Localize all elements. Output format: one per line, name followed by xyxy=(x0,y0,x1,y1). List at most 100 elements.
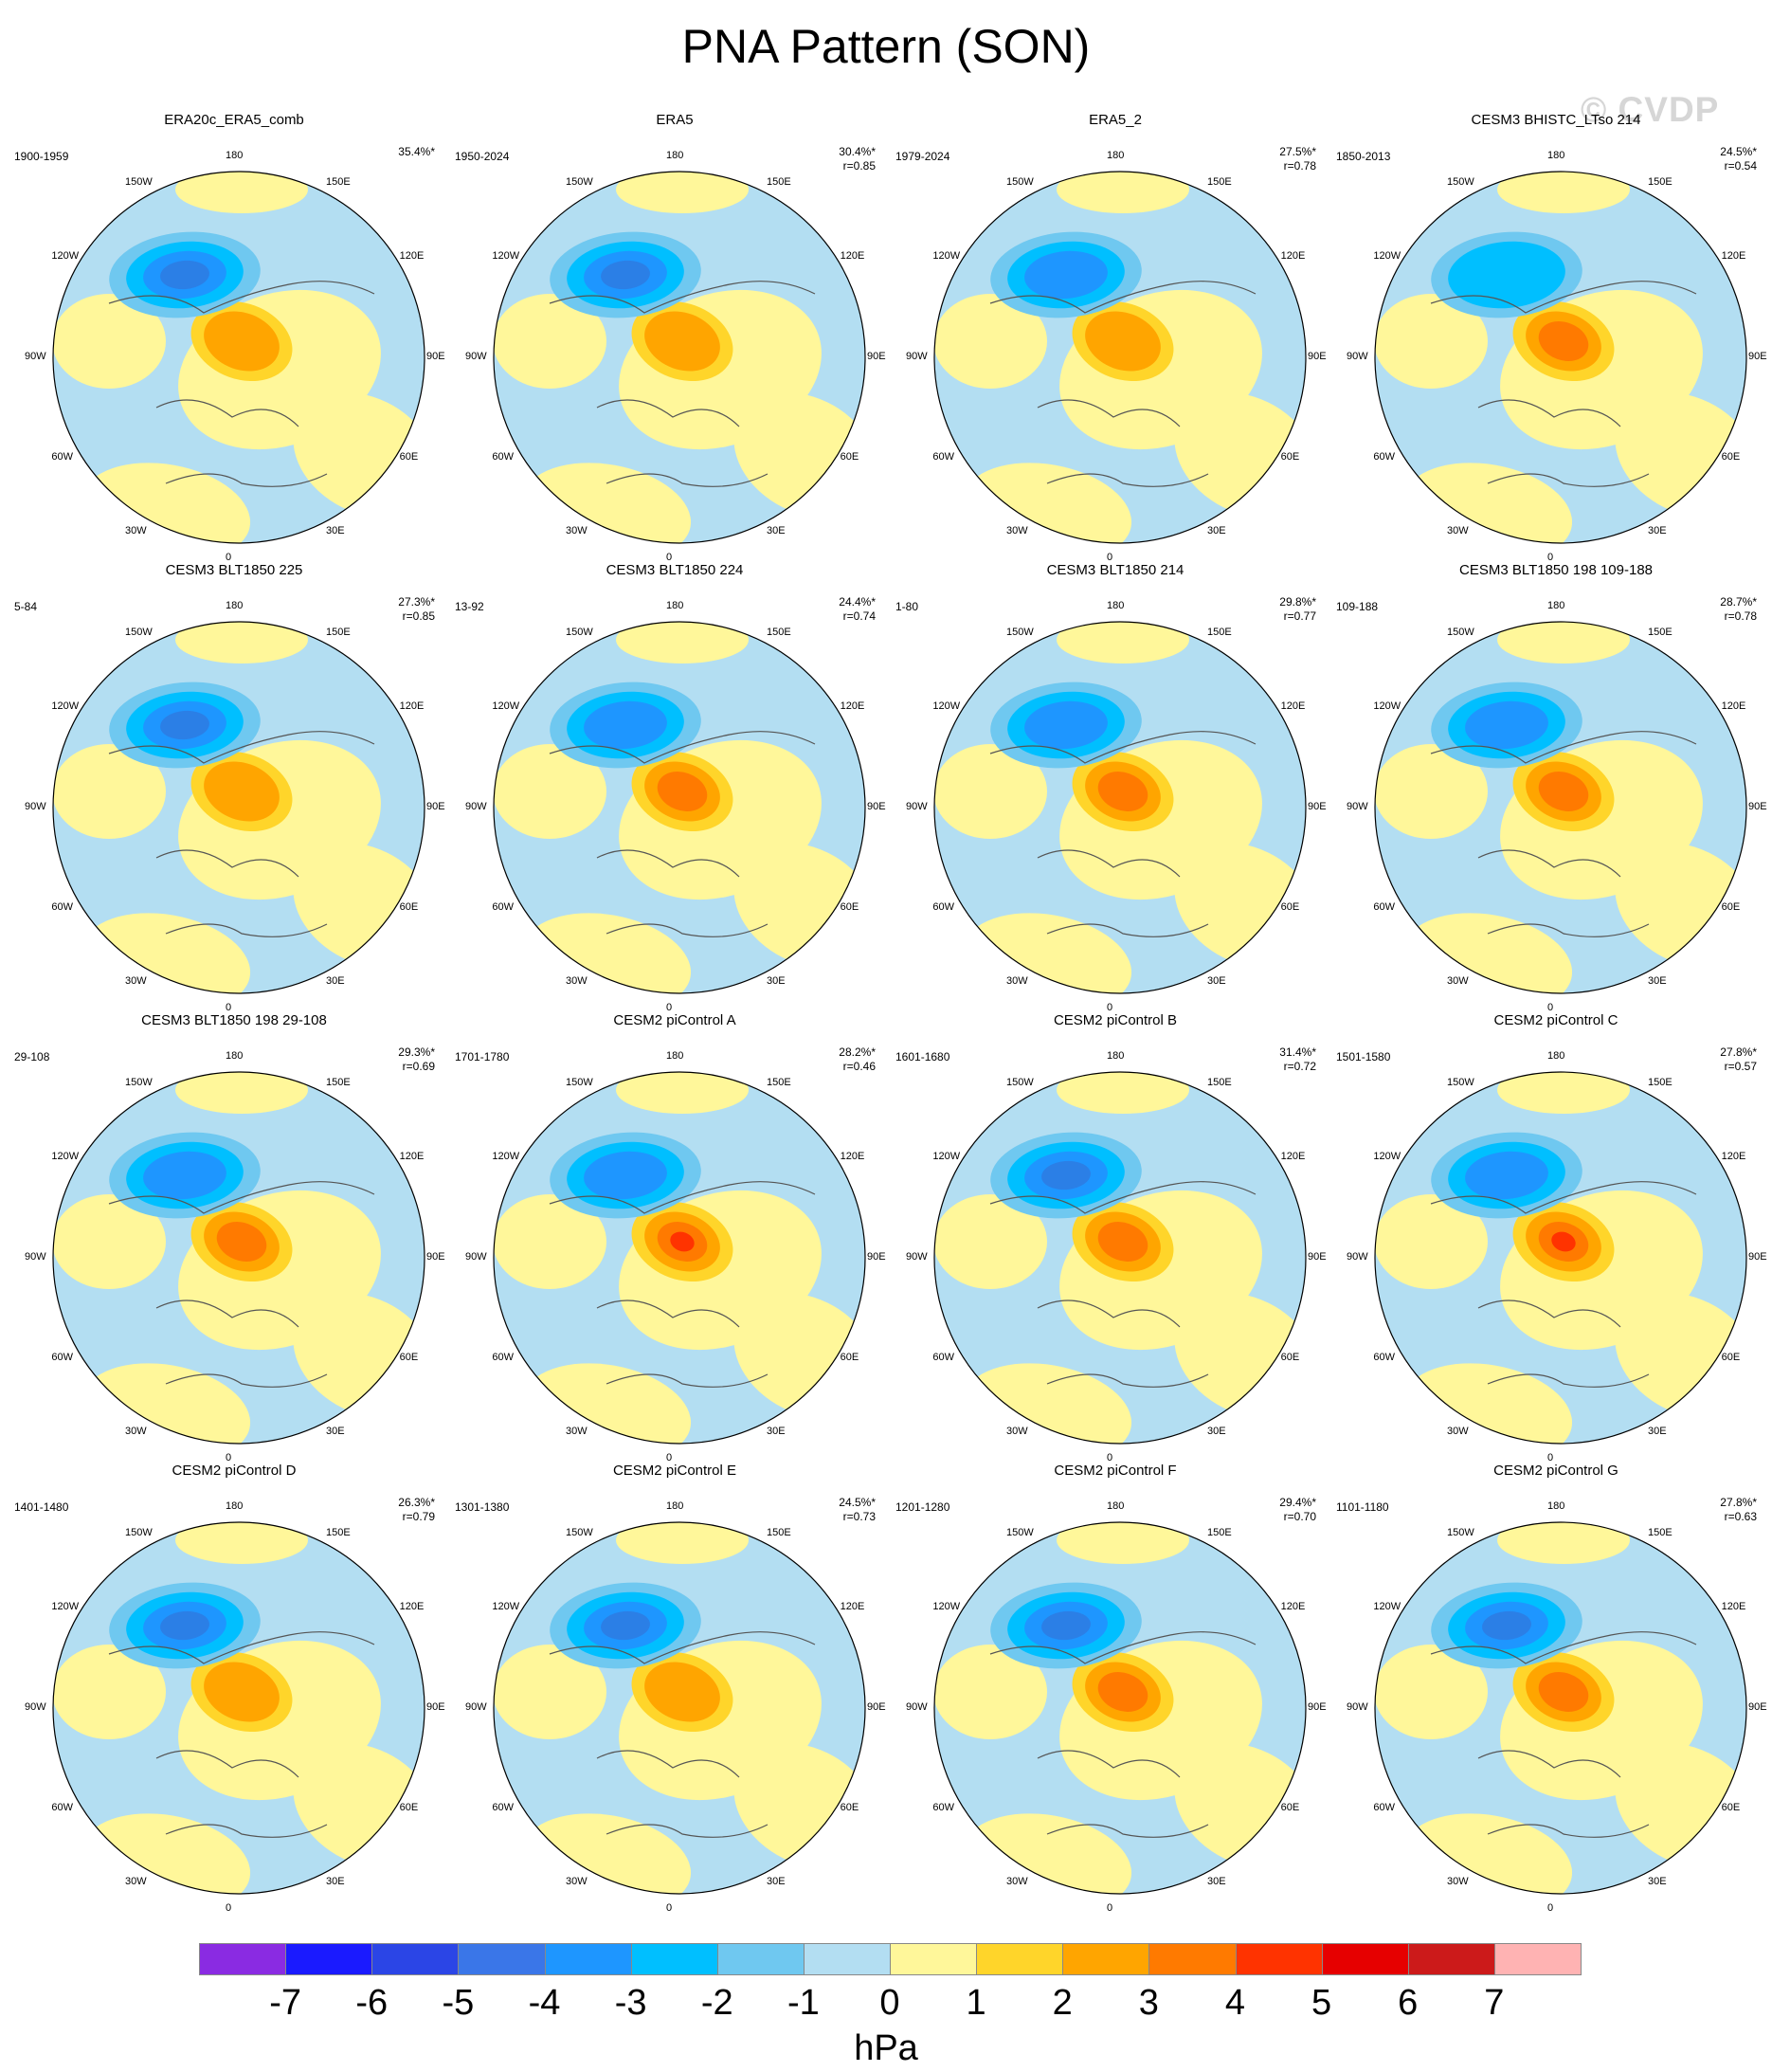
longitude-label: 180 xyxy=(226,150,244,161)
longitude-label: 120E xyxy=(1280,250,1306,262)
map-panel: CESM3 BLT1850 224 13-92 24.4%* r=0.74 180 150… xyxy=(455,562,895,1013)
longitude-label: 120W xyxy=(51,1601,80,1612)
coastline xyxy=(1430,731,1697,937)
longitude-label: 0 xyxy=(226,552,232,563)
panel-period: 1501-1580 xyxy=(1336,1050,1391,1063)
longitude-label: 180 xyxy=(666,1050,684,1062)
longitude-label: 150E xyxy=(326,1077,351,1089)
panel-correlation: r=0.54 xyxy=(1724,159,1757,173)
coastline xyxy=(108,1181,375,1388)
map-panel: ERA5 1950-2024 30.4%* r=0.85 180 150E 120E 90E 6… xyxy=(455,112,895,563)
longitude-label: 150W xyxy=(125,627,153,639)
colorbar-box xyxy=(1407,1943,1495,1975)
panel-variance: 28.7%* xyxy=(1720,595,1757,609)
longitude-label: 30E xyxy=(326,524,345,536)
panel-title: ERA5 xyxy=(656,112,694,128)
map-boundary xyxy=(1374,621,1747,994)
map-boundary xyxy=(52,621,425,994)
map-panel: CESM3 BLT1850 225 5-84 27.3%* r=0.85 180 150E… xyxy=(14,562,454,1013)
colorbar-box xyxy=(1493,1943,1582,1975)
longitude-label: 90E xyxy=(1308,1251,1327,1263)
panel-correlation: r=0.73 xyxy=(842,1510,876,1523)
longitude-label: 30W xyxy=(1006,1425,1028,1437)
longitude-label: 90E xyxy=(1748,351,1767,362)
longitude-label: 60W xyxy=(51,1352,74,1363)
positive-region xyxy=(1497,1522,1630,1564)
longitude-label: 90E xyxy=(1748,1251,1767,1263)
longitude-label: 120W xyxy=(1373,1151,1401,1162)
positive-region xyxy=(1497,1072,1630,1114)
longitude-label: 60W xyxy=(932,1352,955,1363)
panel-variance: 24.4%* xyxy=(839,595,876,609)
positive-core xyxy=(644,1662,720,1722)
positive-core xyxy=(204,1662,280,1722)
polar-map xyxy=(933,1521,1307,1895)
longitude-label: 30E xyxy=(767,524,786,536)
polar-map xyxy=(1374,171,1747,544)
panel-title: CESM3 BLT1850 198 109-188 xyxy=(1458,562,1654,578)
colorbar-tick-label: 4 xyxy=(1224,1983,1246,2023)
coastline xyxy=(108,1631,375,1838)
longitude-label: 120W xyxy=(1373,1601,1401,1612)
longitude-label: 150E xyxy=(326,627,351,639)
longitude-label: 0 xyxy=(666,552,673,563)
panel-period: 1979-2024 xyxy=(895,150,950,163)
longitude-label: 0 xyxy=(666,1902,673,1914)
longitude-label: 150W xyxy=(125,176,153,189)
positive-region xyxy=(616,622,749,663)
panel-title: CESM3 BLT1850 214 xyxy=(1046,562,1184,578)
negative-core xyxy=(1465,700,1548,750)
longitude-label: 60W xyxy=(932,451,955,463)
figure-title: PNA Pattern (SON) xyxy=(681,20,1091,73)
longitude-label: 150W xyxy=(1447,627,1474,639)
longitude-label: 90W xyxy=(25,801,46,812)
negative-core xyxy=(143,1151,226,1200)
longitude-label: 60W xyxy=(51,1802,74,1813)
longitude-label: 30W xyxy=(1447,524,1469,536)
map-boundary xyxy=(52,1521,425,1895)
longitude-label: 90E xyxy=(867,351,886,362)
longitude-label: 120E xyxy=(1280,1601,1306,1612)
longitude-label: 30W xyxy=(125,974,147,987)
longitude-label: 30E xyxy=(1648,524,1667,536)
longitude-label: 120E xyxy=(1721,1601,1746,1612)
longitude-label: 120E xyxy=(1280,1151,1306,1162)
polar-map xyxy=(493,621,866,994)
positive-region xyxy=(53,744,166,839)
longitude-label: 0 xyxy=(1547,1902,1554,1914)
positive-region xyxy=(1057,172,1189,213)
longitude-label: 150W xyxy=(566,627,593,639)
negative-core xyxy=(1041,1610,1091,1641)
longitude-label: 120E xyxy=(399,700,425,712)
panel-variance: 30.4%* xyxy=(839,145,876,158)
longitude-label: 90W xyxy=(465,1701,487,1713)
longitude-label: 0 xyxy=(1547,1452,1554,1463)
longitude-label: 150W xyxy=(566,1077,593,1089)
longitude-label: 0 xyxy=(666,1452,673,1463)
longitude-label: 90E xyxy=(426,351,445,362)
longitude-label: 30W xyxy=(1006,974,1028,987)
positive-core xyxy=(644,311,720,372)
longitude-label: 60W xyxy=(1373,1802,1396,1813)
panel-variance: 27.3%* xyxy=(398,595,435,609)
panel-correlation: r=0.79 xyxy=(402,1510,435,1523)
colorbar-box xyxy=(1321,1943,1409,1975)
longitude-label: 180 xyxy=(1107,600,1125,611)
map-boundary xyxy=(52,171,425,544)
positive-region xyxy=(616,1522,749,1564)
colorbar-box xyxy=(630,1943,718,1975)
negative-core xyxy=(601,1610,650,1641)
panel-correlation: r=0.78 xyxy=(1283,159,1316,173)
longitude-label: 120W xyxy=(1373,250,1401,262)
longitude-label: 60E xyxy=(1721,901,1741,913)
positive-region xyxy=(1057,622,1189,663)
longitude-label: 180 xyxy=(1107,1500,1125,1512)
longitude-label: 180 xyxy=(1107,1050,1125,1062)
longitude-label: 90E xyxy=(867,801,886,812)
longitude-label: 90W xyxy=(1347,801,1368,812)
longitude-label: 120W xyxy=(492,1601,520,1612)
positive-core xyxy=(1097,772,1148,811)
longitude-label: 150W xyxy=(125,1077,153,1089)
longitude-label: 180 xyxy=(1107,150,1125,161)
panel-title: CESM2 piControl B xyxy=(1053,1012,1178,1028)
